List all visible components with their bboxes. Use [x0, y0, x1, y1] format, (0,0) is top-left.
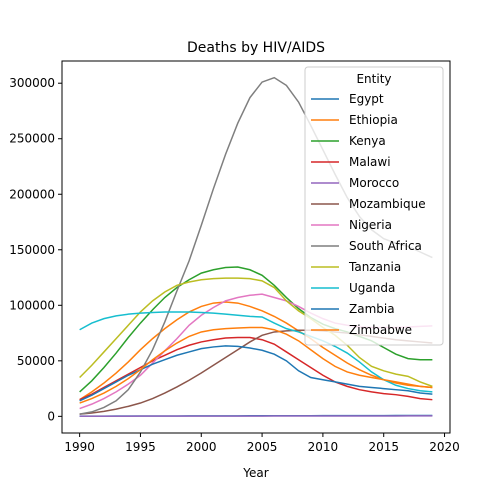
legend-label: Ethiopia — [349, 113, 398, 127]
x-tick-label: 2000 — [186, 440, 217, 454]
legend-label: Mozambique — [349, 197, 426, 211]
plot-frame — [61, 60, 451, 434]
series-line-tanzania — [79, 277, 433, 388]
x-tick-label: 2005 — [247, 440, 278, 454]
y-tick-label: 200000 — [9, 187, 55, 201]
legend-box — [304, 66, 444, 346]
series-line-zimbabwe — [79, 326, 433, 404]
legend-label: Uganda — [349, 281, 395, 295]
legend-label: Tanzania — [348, 260, 401, 274]
x-tick-label: 2010 — [308, 440, 339, 454]
x-tick-label: 1990 — [64, 440, 95, 454]
x-tick-label: 1995 — [125, 440, 156, 454]
y-tick-label: 250000 — [9, 132, 55, 146]
legend-label: Zimbabwe — [349, 323, 412, 337]
x-tick-label: 2020 — [429, 440, 460, 454]
y-tick-label: 50000 — [17, 354, 55, 368]
legend-title: Entity — [356, 72, 391, 86]
series-line-ethiopia — [79, 301, 433, 401]
legend-label: South Africa — [349, 239, 422, 253]
legend-label: Malawi — [349, 155, 391, 169]
x-axis: 1990 1995 2000 2005 2010 2015 2020 — [64, 433, 460, 454]
y-axis: 0 50000 100000 150000 200000 250000 300000 — [9, 76, 62, 423]
y-tick-label: 150000 — [9, 243, 55, 257]
legend-label: Egypt — [349, 92, 384, 106]
y-tick-label: 0 — [47, 409, 55, 423]
legend-label: Nigeria — [349, 218, 392, 232]
series-layer — [79, 76, 433, 417]
legend: Entity Egypt Ethiopia Kenya Malawi Morocco Moz… — [304, 66, 444, 346]
chart-title: Deaths by HIV/AIDS — [187, 40, 325, 56]
y-tick-label: 100000 — [9, 298, 55, 312]
x-tick-label: 2015 — [368, 440, 399, 454]
legend-label: Zambia — [349, 302, 395, 316]
series-line-uganda — [79, 311, 433, 393]
legend-label: Kenya — [349, 134, 386, 148]
legend-label: Morocco — [349, 176, 399, 190]
y-tick-label: 300000 — [9, 76, 55, 90]
x-axis-label: Year — [242, 466, 268, 480]
